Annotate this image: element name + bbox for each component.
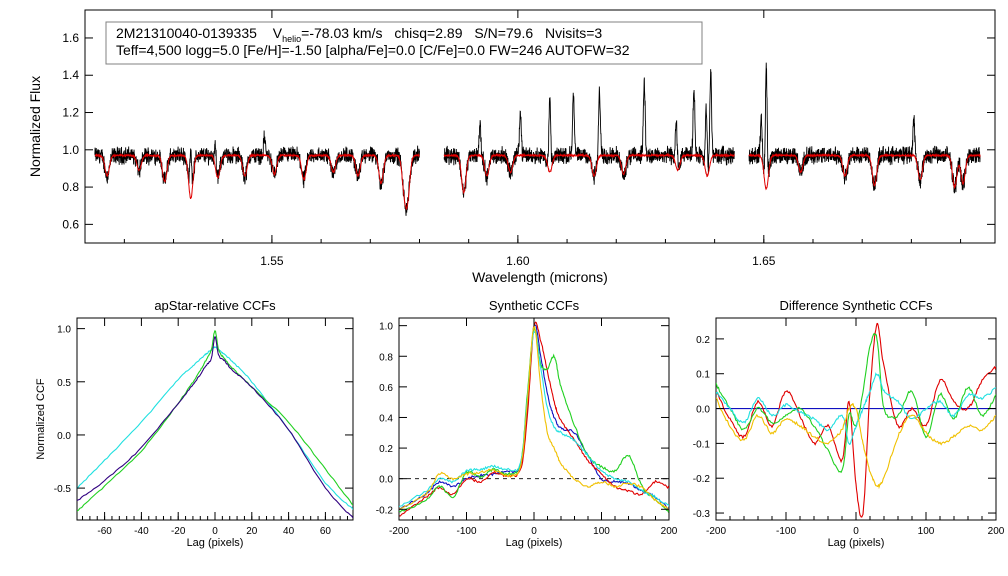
spectrum-data	[94, 62, 981, 216]
chart-title: apStar-relative CCFs	[154, 298, 276, 313]
y-tick-label: 1.4	[62, 68, 79, 82]
x-axis-label: Wavelength (microns)	[472, 269, 608, 285]
y-tick-label: -0.1	[693, 439, 711, 450]
y-tick-label: 0.2	[696, 335, 710, 346]
synthetic-ccf-axes: -200 -100 0 100 200 -0.2 0.0 0.2 0.4 0.6 0.8 1.0 Lag…	[376, 298, 678, 549]
y-tick-label: 0.6	[62, 217, 79, 231]
ccf-line-blue	[399, 324, 669, 511]
ccf-line-cyan	[399, 329, 669, 507]
synthetic-ccf-plot-frame	[398, 317, 670, 521]
model-spectrum-line	[748, 152, 981, 191]
chart-title: Synthetic CCFs	[489, 298, 580, 313]
chisq-value: chisq=2.89	[394, 25, 462, 41]
ccf-line-orange	[716, 397, 996, 490]
ccf-line-purple	[77, 336, 353, 519]
x-axis-label: Lag (pixels)	[187, 537, 244, 549]
x-tick-label: 100	[918, 526, 935, 537]
y-tick-label: 0.2	[379, 444, 393, 455]
y-tick-label: 0.0	[379, 475, 393, 486]
y-tick-label: 1.0	[57, 325, 71, 336]
x-tick-label: 200	[661, 526, 678, 537]
x-tick-label: 1.60	[506, 254, 530, 268]
y-tick-label: 1.6	[62, 31, 79, 45]
x-tick-label: 0	[531, 526, 537, 537]
snr-value: S/N=79.6	[474, 25, 533, 41]
apstar-ccf-plot-frame	[76, 317, 354, 521]
model-spectrum-line	[94, 152, 420, 211]
y-tick-label: 0.0	[696, 405, 710, 416]
ccf-line-red	[716, 322, 996, 518]
y-tick-label: -0.2	[376, 505, 394, 516]
x-axis-label: Lag (pixels)	[506, 537, 563, 549]
ccf-line-cyan	[77, 346, 353, 510]
synthetic-ccf-panel: -200 -100 0 100 200 -0.2 0.0 0.2 0.4 0.6 0.8 1.0 Lag…	[376, 298, 678, 549]
x-tick-label: -60	[97, 526, 112, 537]
y-tick-label: 1.2	[62, 106, 79, 120]
ccf-line-green	[716, 332, 996, 474]
x-tick-label: -200	[389, 526, 409, 537]
apstar-ccf-data	[77, 329, 353, 519]
info-line-1: 2M21310040-0139335 Vhelio=-78.03 km/s ch…	[116, 25, 602, 44]
chart-title: Difference Synthetic CCFs	[780, 298, 933, 313]
difference-ccf-panel: -200 -100 0 100 200 -0.3 -0.2 -0.1 0.0 0.1 0.2 Lag …	[693, 298, 1005, 549]
ccf-line-orange	[399, 325, 669, 511]
x-axis-label: Lag (pixels)	[828, 537, 885, 549]
y-axis-label: Normalized CCF	[35, 378, 47, 460]
x-tick-label: 0	[853, 526, 859, 537]
y-tick-label: 0.5	[57, 378, 71, 389]
ccf-line-red	[399, 321, 669, 517]
y-axis-label: Normalized Flux	[27, 76, 43, 177]
x-tick-label: 200	[988, 526, 1005, 537]
difference-ccf-data	[716, 322, 996, 518]
y-tick-label: 0.0	[57, 431, 71, 442]
y-tick-label: -0.2	[693, 474, 711, 485]
info-box	[105, 21, 703, 65]
star-id: 2M21310040-0139335	[116, 25, 257, 41]
x-tick-label: 40	[283, 526, 295, 537]
difference-ccf-axes: -200 -100 0 100 200 -0.3 -0.2 -0.1 0.0 0.1 0.2 Lag …	[693, 298, 1005, 549]
x-tick-label: 1.65	[752, 254, 776, 268]
x-tick-label: 100	[593, 526, 610, 537]
x-tick-label: -200	[706, 526, 726, 537]
ccf-line-green	[399, 325, 669, 513]
model-spectrum-line	[443, 152, 735, 195]
x-tick-label: 0	[212, 526, 218, 537]
x-tick-label: -20	[171, 526, 186, 537]
nvisits-value: Nvisits=3	[545, 25, 602, 41]
apstar-ccf-axes: -60 -40 -20 0 20 40 60 -0.5 0.0 0.5 1.0 Lag (pixels…	[35, 298, 353, 549]
x-tick-label: 60	[320, 526, 332, 537]
vhelio-label: V	[273, 25, 283, 41]
x-tick-label: -100	[456, 526, 476, 537]
x-tick-label: -100	[776, 526, 796, 537]
y-tick-label: -0.5	[54, 484, 72, 495]
ccf-line-green	[77, 329, 353, 512]
x-tick-label: 1.55	[260, 254, 284, 268]
observed-spectrum-line	[443, 69, 735, 198]
vhelio-value: =-78.03 km/s	[301, 25, 382, 41]
ccf-line-cyan	[716, 372, 996, 446]
y-tick-label: 0.8	[379, 352, 393, 363]
observed-spectrum-line	[748, 62, 981, 194]
spectrum-panel: 1.55 1.60 1.65 0.6 0.8 1.0 1.2 1.4 1.6 Wavelength…	[27, 9, 996, 285]
y-tick-label: 0.8	[62, 180, 79, 194]
observed-spectrum-line	[94, 130, 420, 216]
y-tick-label: 1.0	[62, 143, 79, 157]
y-tick-label: 1.0	[379, 322, 393, 333]
x-tick-label: -40	[134, 526, 149, 537]
synthetic-ccf-data	[399, 321, 669, 517]
x-tick-label: 20	[246, 526, 258, 537]
y-tick-label: 0.4	[379, 413, 393, 424]
vhelio-subscript: helio	[282, 34, 301, 44]
y-tick-label: -0.3	[693, 509, 711, 520]
y-tick-label: 0.6	[379, 383, 393, 394]
apstar-ccf-panel: -60 -40 -20 0 20 40 60 -0.5 0.0 0.5 1.0 Lag (pixels…	[35, 298, 354, 549]
spectrum-axes: 1.55 1.60 1.65 0.6 0.8 1.0 1.2 1.4 1.6 Wavelength…	[27, 10, 995, 285]
info-line-2: Teff=4,500 logg=5.0 [Fe/H]=-1.50 [alpha/…	[116, 42, 630, 58]
y-tick-label: 0.1	[696, 370, 710, 381]
spectrum-plot-frame	[84, 9, 996, 244]
